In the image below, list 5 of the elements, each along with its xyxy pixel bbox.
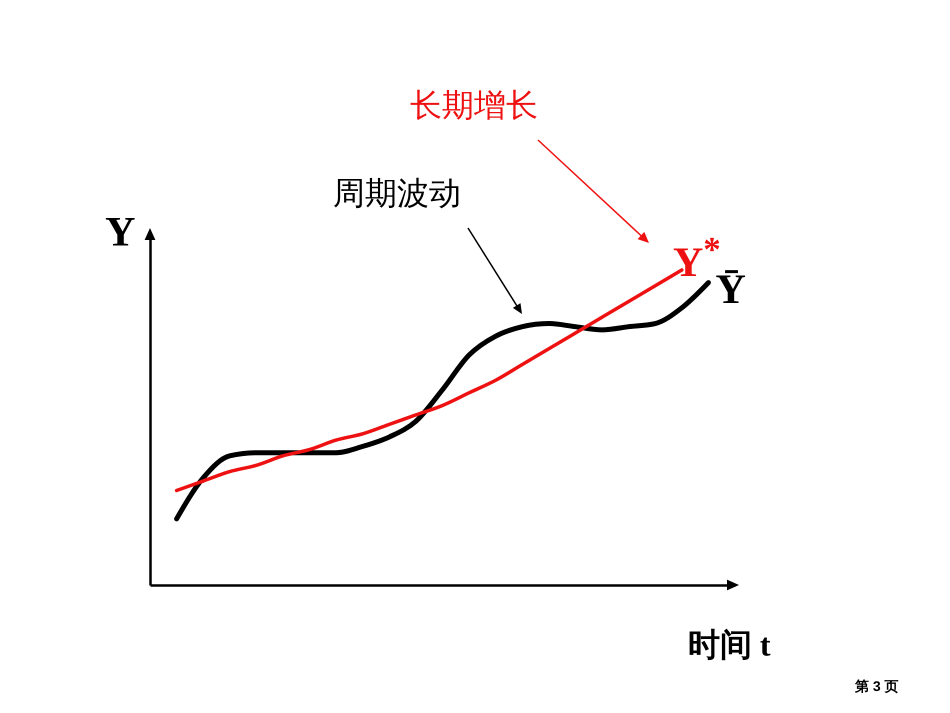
text: 长期增长 [410,86,538,125]
x-axis-title: 时间 t [688,626,771,662]
y-axis-title: Y [105,210,136,256]
text: 周期波动 [333,174,461,213]
text: 第 3 页 [855,678,899,696]
